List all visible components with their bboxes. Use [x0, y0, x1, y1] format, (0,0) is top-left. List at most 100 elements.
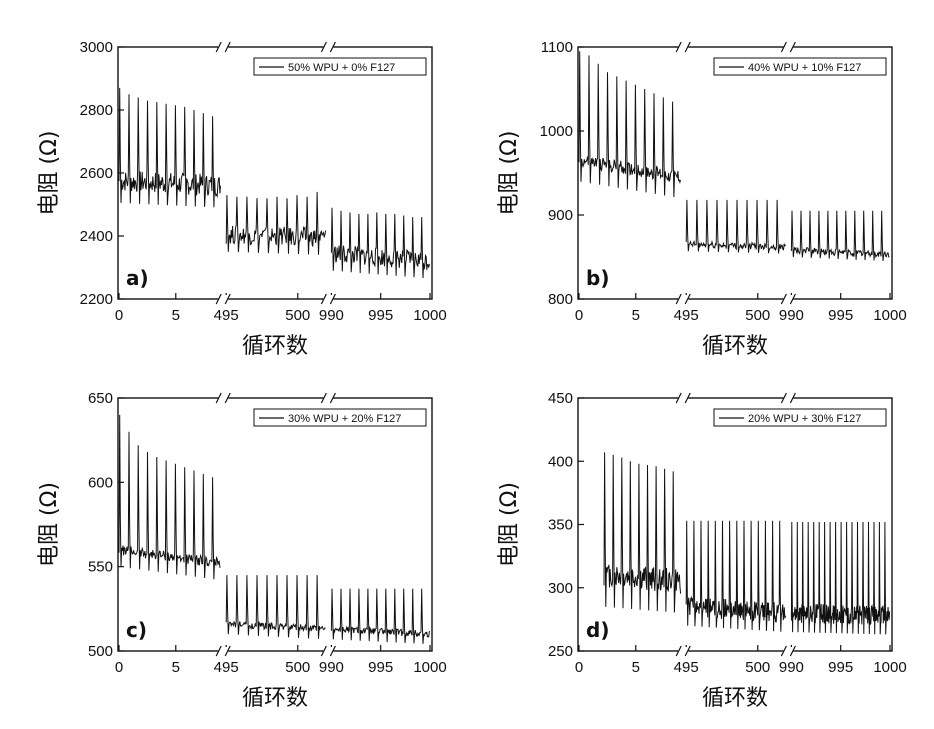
axis-break-mark: [320, 41, 327, 53]
x-tick-label: 5: [172, 307, 180, 324]
x-tick-label: 495: [214, 659, 239, 676]
panel-label: b): [586, 266, 609, 290]
x-tick-label: 1000: [873, 659, 906, 676]
axis-break-mark: [684, 392, 691, 404]
x-tick-label: 500: [745, 659, 770, 676]
axis-break-mark: [329, 293, 336, 305]
y-tick-label: 3000: [80, 39, 113, 56]
axis-break-mark: [675, 41, 682, 53]
axis-break-mark: [320, 293, 327, 305]
axis-break-gap: [783, 394, 794, 402]
y-axis-label: 电阻 (Ω): [37, 482, 62, 567]
y-tick-label: 450: [548, 390, 573, 407]
axis-break-mark: [215, 392, 222, 404]
y-axis-label: 电阻 (Ω): [497, 482, 522, 567]
axis-break-mark: [789, 645, 796, 657]
axis-break-mark: [224, 293, 231, 305]
axis-break-mark: [780, 392, 787, 404]
legend: 40% WPU + 10% F127: [713, 57, 887, 76]
legend: 30% WPU + 20% F127: [253, 408, 427, 427]
y-tick-label: 2200: [80, 291, 113, 308]
y-axis-label: 电阻 (Ω): [497, 131, 522, 216]
legend-entry: 40% WPU + 10% F127: [748, 62, 861, 74]
x-tick-label: 1000: [413, 307, 446, 324]
x-tick-label: 990: [319, 659, 344, 676]
axis-break-gap: [218, 647, 229, 655]
legend-box: [713, 408, 887, 427]
plot-frame: [577, 397, 893, 652]
legend-entry: 20% WPU + 30% F127: [748, 413, 861, 425]
axis-break-mark: [684, 41, 691, 53]
data-line-segment: [685, 520, 787, 632]
axis-break-mark: [320, 392, 327, 404]
axis-break-gap: [323, 295, 334, 303]
axis-break-mark: [224, 645, 231, 657]
x-tick-label: 0: [115, 659, 123, 676]
x-tick-label: 500: [745, 307, 770, 324]
x-tick-label: 5: [632, 659, 640, 676]
x-axis-label: 循环数: [242, 334, 308, 359]
axis-break-gap: [218, 43, 229, 51]
legend-box: [253, 408, 427, 427]
data-line-segment: [330, 588, 430, 644]
y-tick-label: 1100: [541, 39, 573, 56]
x-tick-label: 500: [285, 659, 310, 676]
axis-break-mark: [684, 645, 691, 657]
x-tick-label: 990: [319, 307, 344, 324]
y-tick-label: 500: [88, 643, 113, 660]
y-tick-label: 600: [88, 474, 113, 491]
data-line-segment: [118, 87, 221, 208]
y-tick-label: 400: [548, 453, 573, 470]
plot-frame: [117, 397, 433, 652]
axis-break-mark: [684, 293, 691, 305]
axis-break-mark: [780, 293, 787, 305]
x-tick-label: 990: [779, 659, 804, 676]
y-tick-label: 350: [548, 517, 573, 534]
axis-break-gap: [678, 647, 689, 655]
axis-break-mark: [329, 41, 336, 53]
y-axis-label: 电阻 (Ω): [37, 131, 62, 216]
axis-break-gap: [218, 394, 229, 402]
axis-break-gap: [678, 295, 689, 303]
x-axis-label: 循环数: [702, 686, 768, 711]
axis-break-mark: [215, 41, 222, 53]
axis-break-gap: [783, 647, 794, 655]
legend-entry: 30% WPU + 20% F127: [288, 413, 401, 425]
x-axis-label: 循环数: [242, 686, 308, 711]
x-tick-label: 0: [115, 307, 123, 324]
axis-break-mark: [675, 392, 682, 404]
x-tick-label: 495: [214, 307, 239, 324]
axis-break-gap: [783, 295, 794, 303]
axis-break-gap: [678, 394, 689, 402]
y-tick-label: 550: [88, 559, 113, 576]
x-tick-label: 0: [575, 659, 583, 676]
x-tick-label: 5: [172, 659, 180, 676]
axis-break-mark: [780, 645, 787, 657]
y-tick-label: 800: [548, 291, 573, 308]
axis-break-mark: [224, 41, 231, 53]
panel-label: a): [126, 266, 149, 290]
x-axis-label: 循环数: [702, 334, 768, 359]
data-line-segment: [225, 575, 326, 639]
panel-label: d): [586, 618, 609, 642]
x-tick-label: 990: [779, 307, 804, 324]
x-tick-label: 0: [575, 307, 583, 324]
x-tick-label: 500: [285, 307, 310, 324]
axis-break-mark: [789, 41, 796, 53]
x-tick-label: 995: [368, 307, 393, 324]
axis-break-gap: [218, 295, 229, 303]
axis-break-gap: [323, 43, 334, 51]
x-tick-label: 1000: [873, 307, 906, 324]
x-tick-label: 5: [632, 307, 640, 324]
x-tick-label: 1000: [413, 659, 446, 676]
chart-panel-c: 0 5 495 500 990 995 1000 500 550 600 650 循环数 电阻 (Ω) c…: [37, 390, 447, 711]
data-line-segment: [118, 414, 221, 580]
axis-break-mark: [320, 645, 327, 657]
data-line-segment: [578, 51, 681, 198]
axis-break-mark: [675, 293, 682, 305]
y-tick-label: 650: [88, 390, 113, 407]
data-line-segment: [330, 207, 430, 279]
data-line-segment: [790, 210, 890, 261]
legend: 20% WPU + 30% F127: [713, 408, 887, 427]
